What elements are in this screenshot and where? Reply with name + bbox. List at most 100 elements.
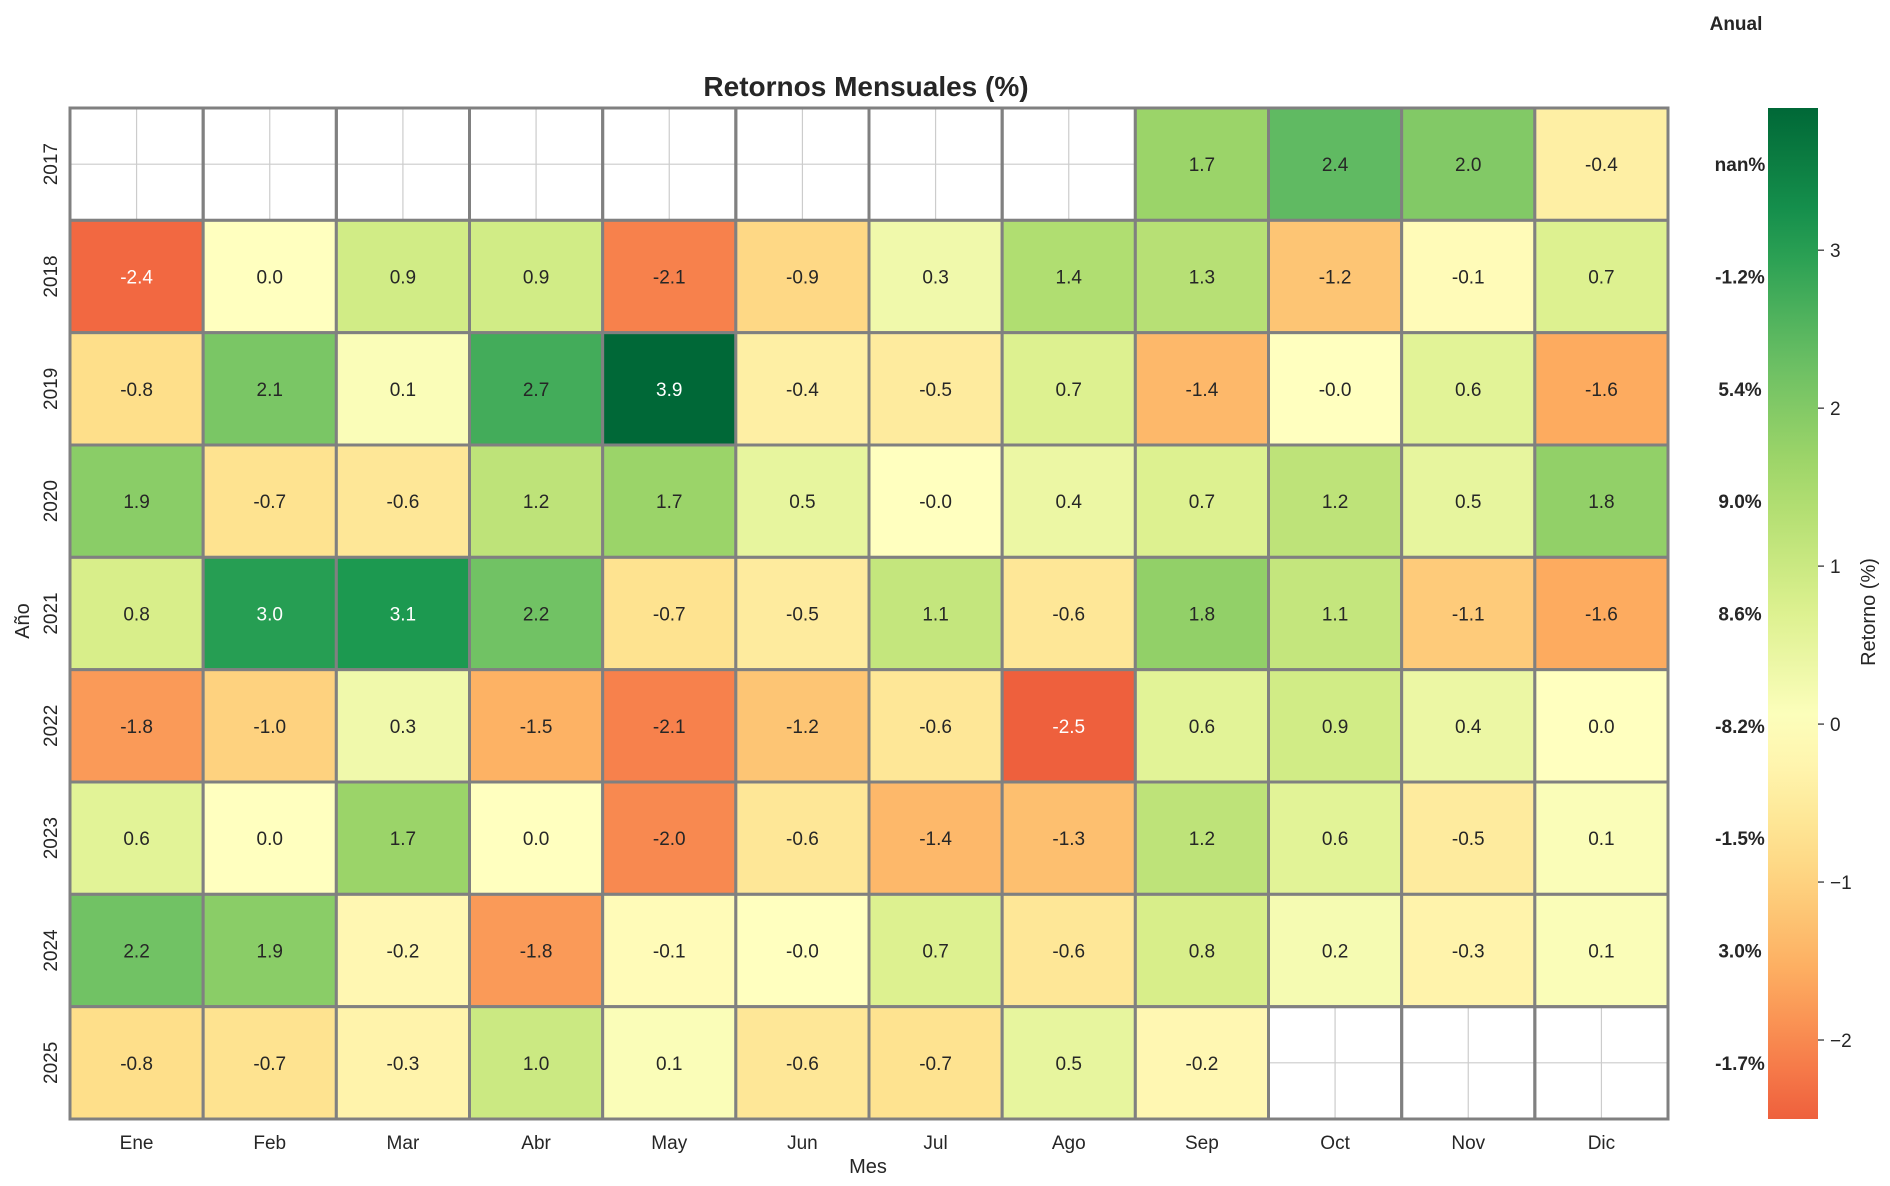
cell-value-label: 1.7 — [656, 492, 682, 513]
cell-value-label: 0.6 — [1189, 717, 1215, 738]
cell-value-label: -0.4 — [1585, 155, 1618, 176]
cell-value-label: 0.8 — [123, 605, 149, 626]
cell-value-label: -0.7 — [253, 492, 286, 513]
cell-value-label: -1.0 — [253, 717, 286, 738]
cell-value-label: 2.1 — [257, 380, 283, 401]
x-tick-label: Nov — [1451, 1133, 1485, 1154]
cell-value-label: 0.5 — [1056, 1054, 1082, 1075]
y-tick-label: 2023 — [41, 817, 62, 859]
heatmap-cell — [1000, 331, 1137, 447]
cell-value-label: 1.3 — [1189, 268, 1215, 289]
cell-value-label: -0.7 — [253, 1054, 286, 1075]
cell-value-label: 0.5 — [789, 492, 815, 513]
x-tick-label: Dic — [1588, 1133, 1615, 1154]
annual-return-label: 5.4% — [1718, 380, 1761, 401]
heatmap-cell — [68, 1005, 205, 1121]
cell-value-label: 0.9 — [1322, 717, 1348, 738]
cell-value-label: -0.5 — [919, 380, 952, 401]
annual-return-label: 8.6% — [1718, 605, 1761, 626]
heatmap-cell — [1133, 1005, 1271, 1121]
heatmap-cell — [68, 218, 205, 335]
heatmap-cell — [468, 218, 605, 335]
x-tick-label: Ene — [120, 1133, 154, 1154]
cell-value-label: -1.3 — [1052, 829, 1085, 850]
cell-value-label: 0.1 — [1588, 829, 1614, 850]
heatmap-cell — [734, 1005, 871, 1121]
cell-value-label: -1.5 — [520, 717, 553, 738]
colorbar-ticks: −2 −1 0 1 2 3 — [1818, 241, 1852, 1052]
cell-value-label: 0.5 — [1455, 492, 1481, 513]
cell-value-label: -0.0 — [919, 492, 952, 513]
annual-return-label: 9.0% — [1718, 492, 1761, 513]
heatmap-cell — [68, 668, 205, 784]
cell-value-label: 3.0 — [257, 605, 283, 626]
heatmap-cell — [1533, 555, 1670, 672]
cell-value-label: 3.1 — [390, 605, 416, 626]
cell-value-label: -1.4 — [1186, 380, 1219, 401]
x-tick-label: Jun — [787, 1133, 818, 1154]
cell-value-label: -0.6 — [786, 1054, 819, 1075]
heatmap-cell — [601, 218, 738, 335]
cell-value-label: -1.2 — [1319, 268, 1352, 289]
y-tick-label: 2022 — [41, 705, 62, 747]
heatmap-cell — [334, 555, 472, 672]
cell-value-label: 1.9 — [257, 942, 283, 963]
colorbar-tick-label: 2 — [1830, 399, 1841, 420]
cell-value-label: 0.0 — [1588, 717, 1614, 738]
heatmap-cell — [734, 443, 871, 559]
cell-value-label: -2.0 — [653, 829, 686, 850]
cell-value-label: -0.5 — [1452, 829, 1485, 850]
heatmap-cell — [867, 1005, 1004, 1121]
y-tick-label: 2019 — [41, 368, 62, 410]
cell-value-label: 0.7 — [922, 942, 948, 963]
annual-return-label: nan% — [1715, 155, 1766, 176]
y-tick-label: 2025 — [41, 1042, 62, 1084]
annual-return-label: -1.7% — [1715, 1054, 1765, 1075]
heatmap-cell — [468, 555, 605, 672]
cell-value-label: 1.2 — [1322, 492, 1348, 513]
heatmap-cell — [1133, 331, 1271, 447]
cell-value-label: 0.0 — [257, 829, 283, 850]
heatmap-cell — [601, 1005, 738, 1121]
cell-value-label: -0.9 — [786, 268, 819, 289]
cell-value-label: 1.8 — [1588, 492, 1614, 513]
cell-value-label: 0.2 — [1322, 942, 1348, 963]
cell-value-label: 0.1 — [390, 380, 416, 401]
cell-value-label: -0.0 — [786, 942, 819, 963]
cell-value-label: 1.7 — [390, 829, 416, 850]
cell-value-label: -0.6 — [387, 492, 420, 513]
heatmap-cell — [734, 555, 871, 672]
cell-value-label: 0.7 — [1189, 492, 1215, 513]
cell-value-label: -1.2 — [786, 717, 819, 738]
heatmap-cell — [1533, 668, 1670, 784]
colorbar: −2 −1 0 1 2 3 Retorno (%) — [1768, 108, 1880, 1119]
heatmap-cell — [1133, 668, 1271, 784]
heatmap-cell — [468, 331, 605, 447]
annual-return-label: -1.5% — [1715, 829, 1765, 850]
y-tick-label: 2024 — [41, 929, 62, 972]
heatmap-cell — [1400, 443, 1537, 559]
heatmap-cell — [68, 555, 205, 672]
x-tick-label: Feb — [253, 1133, 286, 1154]
colorbar-tick-label: 3 — [1830, 241, 1841, 262]
cell-value-label: 1.4 — [1056, 268, 1083, 289]
cell-value-label: 0.9 — [523, 268, 549, 289]
heatmap-cell — [201, 1005, 338, 1121]
cell-value-label: 2.2 — [123, 942, 149, 963]
cell-value-labels: 1.7 2.4 2.0 -0.4 -2.4 0.0 0.9 0.9 -2.1 -0.9 0.3 1.4… — [120, 155, 1618, 1075]
cell-value-label: 1.1 — [1322, 605, 1348, 626]
heatmap-cell — [1133, 218, 1271, 335]
cell-value-label: -2.1 — [653, 717, 686, 738]
cell-value-label: -0.8 — [120, 380, 153, 401]
y-tick-label: 2018 — [41, 255, 62, 297]
heatmap-cell — [867, 331, 1004, 447]
x-tick-label: Jul — [923, 1133, 947, 1154]
heatmap-cell — [201, 780, 338, 896]
cell-value-label: 1.9 — [123, 492, 149, 513]
cell-value-label: 1.8 — [1189, 605, 1215, 626]
heatmap-cell — [1133, 443, 1271, 559]
colorbar-gradient — [1768, 108, 1818, 1119]
heatmap-cell — [1133, 780, 1271, 896]
cell-value-label: -0.8 — [120, 1054, 153, 1075]
cell-value-label: 2.4 — [1322, 155, 1349, 176]
